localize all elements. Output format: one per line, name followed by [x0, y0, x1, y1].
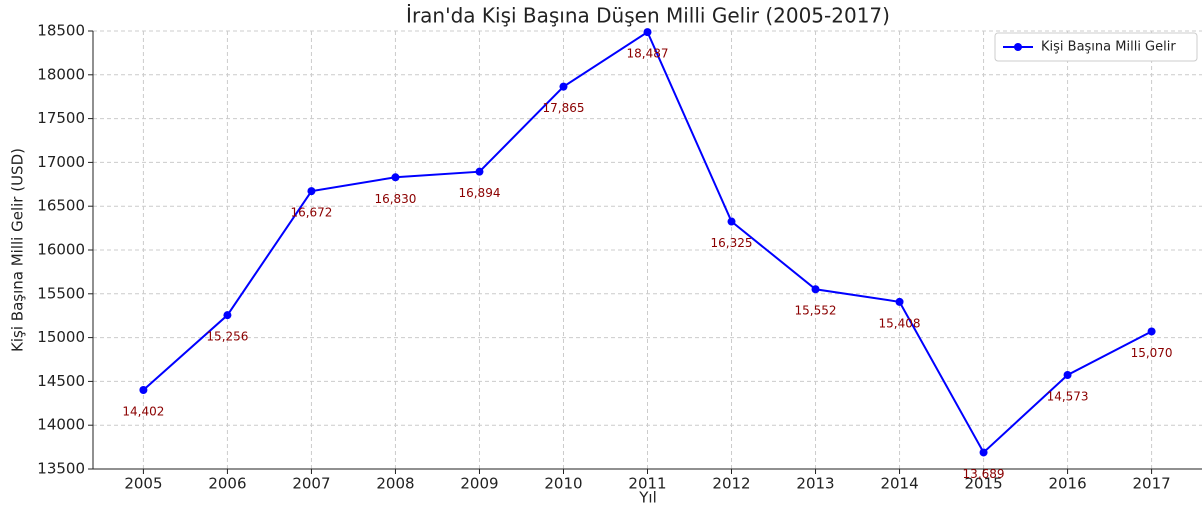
x-tick-label: 2013	[796, 475, 834, 493]
value-label: 16,672	[290, 206, 332, 220]
legend-label: Kişi Başına Milli Gelir	[1041, 40, 1176, 55]
data-point	[307, 187, 316, 196]
value-label: 15,070	[1131, 346, 1173, 360]
value-label: 18,487	[627, 47, 669, 61]
value-label: 13,689	[963, 467, 1005, 481]
data-point	[895, 297, 904, 306]
x-tick-label: 2005	[124, 475, 162, 493]
x-tick-label: 2011	[628, 475, 666, 493]
legend-box	[994, 32, 1198, 62]
y-axis-label: Kişi Başına Milli Gelir (USD)	[9, 148, 27, 352]
value-label: 15,256	[206, 330, 248, 344]
y-tick-label: 13500	[37, 460, 85, 478]
x-tick-label: 2017	[1132, 475, 1170, 493]
x-tick-label: 2009	[460, 475, 498, 493]
value-label: 15,552	[795, 304, 837, 318]
data-point	[643, 28, 652, 37]
data-point	[223, 311, 232, 320]
data-point	[139, 385, 148, 394]
x-tick-label: 2008	[376, 475, 414, 493]
data-point	[979, 448, 988, 457]
value-label: 17,865	[542, 101, 584, 115]
x-tick-label: 2016	[1048, 475, 1086, 493]
data-point	[1063, 371, 1072, 380]
data-point	[475, 167, 484, 176]
x-tick-label: 2006	[208, 475, 246, 493]
y-tick-label: 14000	[37, 416, 85, 434]
x-tick-label: 2014	[880, 475, 918, 493]
y-tick-label: 17500	[37, 109, 85, 127]
value-label: 16,325	[711, 236, 753, 250]
y-tick-label: 18000	[37, 65, 85, 83]
value-label: 16,830	[374, 192, 416, 206]
x-tick-label: 2007	[292, 475, 330, 493]
y-tick-label: 16000	[37, 241, 85, 259]
data-point	[391, 173, 400, 182]
x-tick-label: 2015	[964, 475, 1002, 493]
value-label: 14,402	[122, 404, 164, 418]
chart-title: İran'da Kişi Başına Düşen Milli Gelir (2…	[406, 4, 890, 28]
x-tick-label: 2010	[544, 475, 582, 493]
y-tick-label: 15000	[37, 328, 85, 346]
y-tick-label: 14500	[37, 372, 85, 390]
data-point	[1147, 327, 1156, 336]
y-tick-label: 18500	[37, 22, 85, 40]
y-tick-label: 17000	[37, 153, 85, 171]
value-label: 16,894	[458, 186, 500, 200]
x-axis-label: Yıl	[638, 489, 657, 507]
data-point	[727, 217, 736, 226]
data-point	[811, 285, 820, 294]
data-point	[559, 82, 568, 91]
value-label: 14,573	[1047, 390, 1089, 404]
value-label: 15,408	[879, 316, 921, 330]
y-tick-label: 16500	[37, 197, 85, 215]
x-tick-label: 2012	[712, 475, 750, 493]
legend-marker	[1014, 43, 1022, 51]
y-tick-label: 15500	[37, 284, 85, 302]
